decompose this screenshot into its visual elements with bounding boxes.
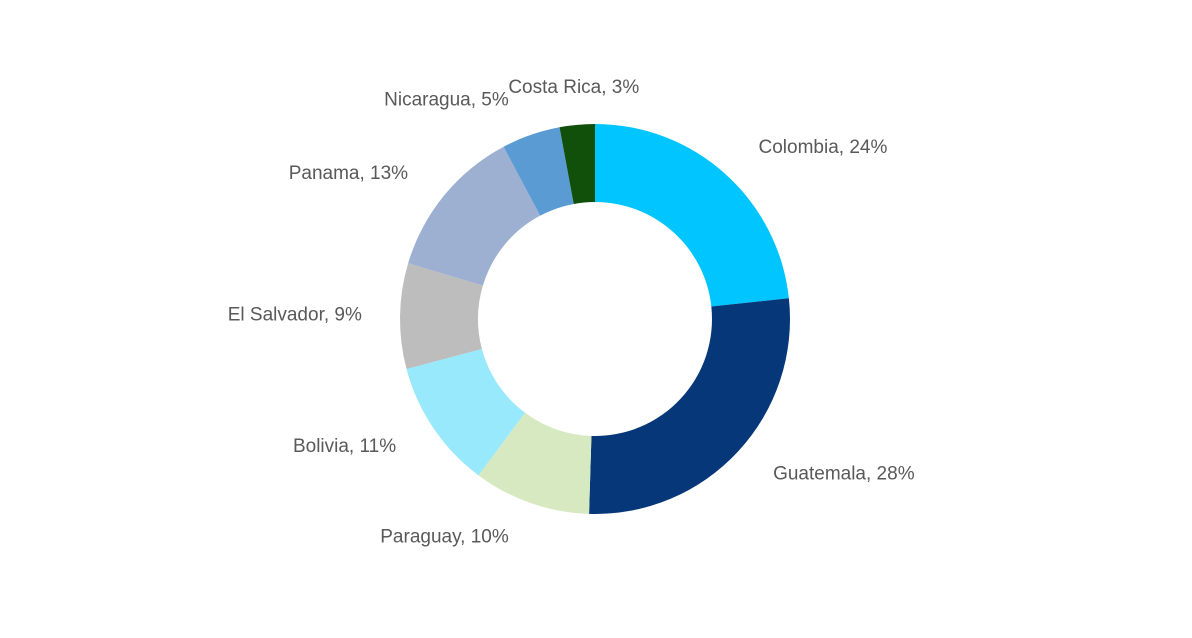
donut-slice xyxy=(589,298,790,515)
donut-slice xyxy=(408,146,541,286)
slice-label: Colombia, 24% xyxy=(759,137,888,158)
slice-label: Costa Rica, 3% xyxy=(508,77,639,98)
slice-label: Paraguay, 10% xyxy=(380,527,509,548)
donut-slice xyxy=(503,127,574,216)
donut-slice xyxy=(406,348,526,476)
slice-label: Panama, 13% xyxy=(289,163,408,184)
donut-slice xyxy=(400,263,483,369)
donut-slice xyxy=(478,412,592,514)
slice-label: Bolivia, 11% xyxy=(293,436,396,457)
slice-label: Nicaragua, 5% xyxy=(384,89,509,110)
donut-slice xyxy=(595,124,789,307)
slice-label: Guatemala, 28% xyxy=(773,464,915,485)
slice-label: El Salvador, 9% xyxy=(228,305,362,326)
donut-slice xyxy=(559,124,595,204)
